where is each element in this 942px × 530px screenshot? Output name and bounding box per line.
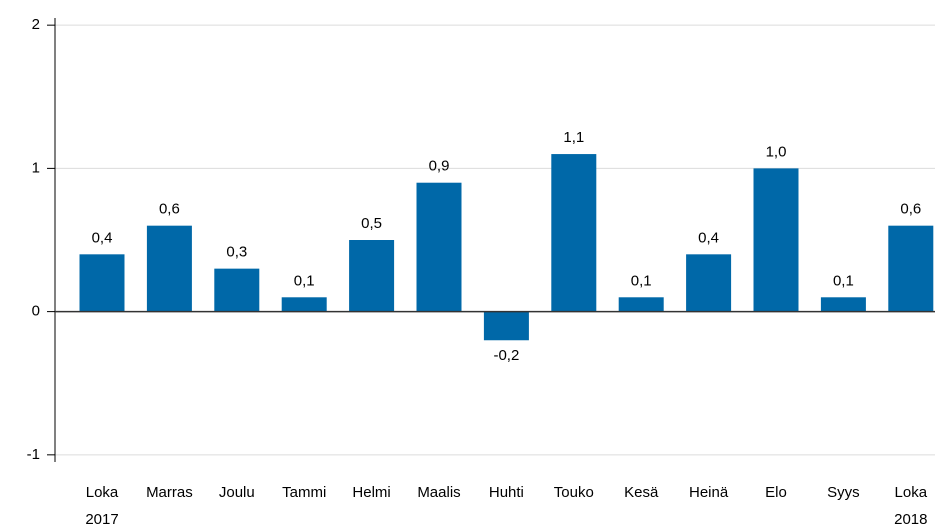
y-tick-label: -1 bbox=[27, 446, 40, 463]
value-label: 0,4 bbox=[698, 229, 719, 246]
x-tick-label: Maalis bbox=[417, 484, 460, 501]
bar bbox=[214, 268, 260, 312]
x-tick-label: Touko bbox=[554, 484, 594, 501]
x-tick-label: Tammi bbox=[282, 484, 326, 501]
bar bbox=[551, 154, 597, 312]
x-tick-label: Heinä bbox=[689, 484, 729, 501]
value-label: 0,6 bbox=[900, 201, 921, 218]
bar bbox=[79, 254, 125, 312]
value-label: 0,1 bbox=[294, 272, 315, 289]
value-label: 0,9 bbox=[429, 158, 450, 175]
value-label: 1,1 bbox=[563, 129, 584, 146]
x-tick-label: Elo bbox=[765, 484, 787, 501]
bar bbox=[483, 311, 529, 341]
value-label: 0,1 bbox=[833, 272, 854, 289]
value-label: -0,2 bbox=[493, 347, 519, 364]
value-label: 0,1 bbox=[631, 272, 652, 289]
x-tick-label: Joulu bbox=[219, 484, 255, 501]
bar bbox=[888, 225, 934, 312]
bar bbox=[618, 297, 664, 312]
y-tick-label: 0 bbox=[32, 303, 40, 320]
x-tick-label: Helmi bbox=[352, 484, 390, 501]
x-tick-label: Syys bbox=[827, 484, 860, 501]
x-tick-label: Kesä bbox=[624, 484, 659, 501]
bar bbox=[146, 225, 192, 312]
value-label: 0,6 bbox=[159, 201, 180, 218]
bar bbox=[686, 254, 732, 312]
bar bbox=[349, 240, 395, 312]
y-tick-label: 2 bbox=[32, 16, 40, 33]
x-tick-label: Huhti bbox=[489, 484, 524, 501]
value-label: 0,4 bbox=[92, 229, 113, 246]
bar bbox=[753, 168, 799, 312]
y-tick-label: 1 bbox=[32, 159, 40, 176]
value-label: 0,3 bbox=[226, 244, 247, 261]
x-tick-label: Marras bbox=[146, 484, 193, 501]
value-label: 0,5 bbox=[361, 215, 382, 232]
bar bbox=[281, 297, 327, 312]
value-label: 1,0 bbox=[766, 143, 787, 160]
bar bbox=[416, 182, 462, 312]
x-tick-label: Loka 2017 bbox=[85, 484, 119, 528]
bar bbox=[820, 297, 866, 312]
x-tick-label: Loka 2018 bbox=[894, 484, 928, 528]
